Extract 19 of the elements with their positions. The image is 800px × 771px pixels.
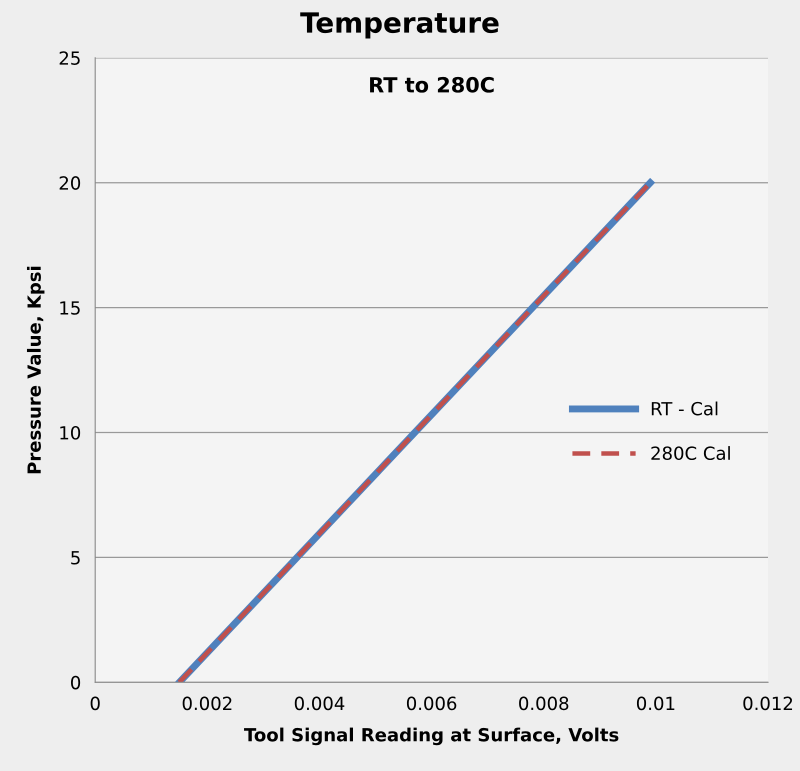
x-tick-label: 0 — [90, 696, 100, 710]
x-tick-label: 0.012 — [743, 696, 792, 710]
chart-title: Temperature — [300, 12, 499, 38]
x-axis-title: Tool Signal Reading at Surface, Volts — [244, 728, 618, 746]
y-tick-label: 25 — [60, 51, 80, 65]
x-tick-label: 0.004 — [294, 696, 344, 710]
legend-label: RT - Cal — [652, 402, 718, 416]
y-tick-label: 15 — [60, 301, 80, 315]
x-tick-label: 0.01 — [636, 696, 674, 710]
y-tick-label: 0 — [71, 676, 80, 690]
text: RT to 280C — [370, 76, 494, 93]
x-tick-label: 0.008 — [519, 696, 568, 710]
y-tick-label: 5 — [71, 551, 80, 565]
x-tick-label: 0.006 — [406, 696, 456, 710]
y-axis-title: Pressure Value, Kpsi — [26, 266, 44, 474]
y-tick-label: 10 — [60, 426, 80, 440]
legend-label: 280C Cal — [651, 446, 730, 460]
x-tick-label: 0.002 — [182, 696, 232, 710]
y-tick-label: 20 — [60, 176, 80, 190]
